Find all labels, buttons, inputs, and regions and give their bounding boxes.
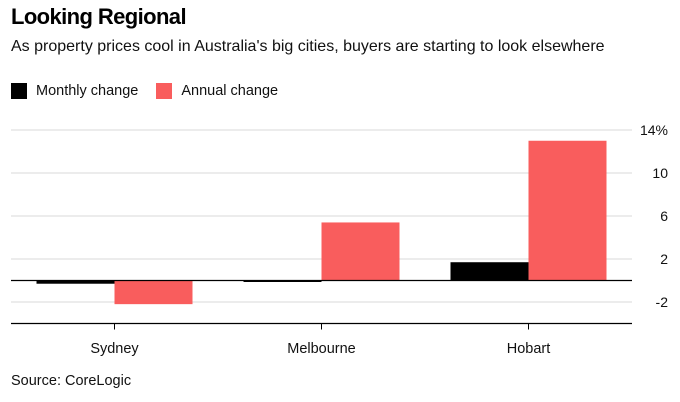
legend-item-monthly: Monthly change [11,83,138,99]
bar-annual-hobart [528,140,607,281]
x-category-label: Hobart [507,341,551,357]
y-tick-label: -2 [656,294,669,310]
x-category-label: Sydney [90,341,139,357]
legend-label-annual: Annual change [181,83,279,99]
bar-monthly-melbourne [243,280,322,282]
bar-monthly-sydney [36,280,115,284]
y-tick-label: 14% [640,122,668,138]
chart-title: Looking Regional [11,4,187,29]
y-tick-label: 6 [660,208,668,224]
legend-swatch-monthly [11,83,27,99]
bar-annual-melbourne [321,222,400,281]
legend-label-monthly: Monthly change [36,83,139,99]
chart-subtitle: As property prices cool in Australia's b… [11,38,605,55]
x-category-label: Melbourne [287,341,356,357]
y-tick-label: 2 [660,251,668,267]
bar-monthly-hobart [450,262,529,281]
legend: Monthly change Annual change [11,83,296,99]
legend-item-annual: Annual change [156,83,278,99]
y-tick-label: 10 [652,165,668,181]
bar-annual-sydney [114,280,193,305]
legend-swatch-annual [156,83,173,99]
source-note: Source: CoreLogic [11,373,132,389]
